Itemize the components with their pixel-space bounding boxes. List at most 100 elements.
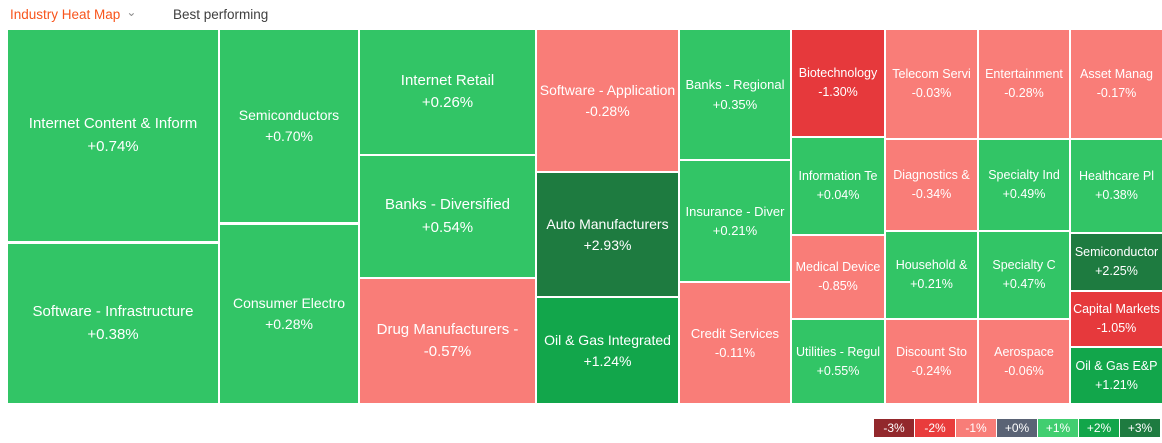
tile-change: +0.70%	[265, 128, 313, 144]
treemap-tile-drug-manufacturers[interactable]: Drug Manufacturers - -0.57%	[360, 279, 535, 403]
treemap-tile-healthcare-pl[interactable]: Healthcare Pl +0.38%	[1071, 140, 1162, 232]
tile-label: Credit Services	[690, 325, 780, 341]
treemap-tile-capital-markets[interactable]: Capital Markets -1.05%	[1071, 292, 1162, 346]
treemap-tile-auto-manufacturers[interactable]: Auto Manufacturers +2.93%	[537, 173, 678, 296]
legend-swatch-3: -3%	[874, 419, 914, 437]
tile-change: +0.38%	[1095, 188, 1138, 202]
tile-change: -0.57%	[423, 343, 472, 360]
tile-label: Utilities - Regul	[795, 344, 881, 359]
tile-label: Entertainment	[985, 67, 1063, 82]
page-title: Industry Heat Map	[10, 6, 121, 22]
tile-change: +0.55%	[816, 363, 860, 378]
treemap-tile-credit-services[interactable]: Credit Services -0.11%	[680, 283, 790, 403]
tile-label: Capital Markets	[1073, 302, 1160, 317]
best-performing-filter[interactable]: Best performing	[173, 7, 269, 22]
treemap-tile-semiconductors[interactable]: Semiconductors +0.70%	[220, 30, 358, 222]
tile-label: Healthcare Pl	[1078, 169, 1155, 184]
tile-change: +0.38%	[87, 325, 139, 343]
industry-heat-map-selector[interactable]: Industry Heat Map ⌄	[10, 5, 137, 22]
tile-label: Asset Manag	[1080, 67, 1153, 82]
tile-change: -0.28%	[585, 102, 630, 119]
legend-swatch-0: +0%	[997, 419, 1037, 437]
tile-change: +1.21%	[1095, 377, 1138, 392]
treemap-tile-software-infrastructure[interactable]: Software - Infrastructure +0.38%	[8, 244, 218, 403]
treemap-tile-insurance-diver[interactable]: Insurance - Diver +0.21%	[680, 161, 790, 281]
tile-change: +0.26%	[421, 94, 474, 111]
tile-change: +2.93%	[583, 236, 632, 253]
tile-change: +0.49%	[1002, 187, 1046, 201]
tile-label: Internet Retail	[400, 71, 495, 89]
tile-change: -0.06%	[1004, 363, 1044, 378]
tile-change: -1.30%	[818, 85, 858, 99]
tile-change: -0.34%	[911, 187, 952, 201]
tile-change: -0.03%	[911, 86, 952, 100]
treemap-tile-banks-diversified[interactable]: Banks - Diversified +0.54%	[360, 156, 535, 277]
tile-change: -0.17%	[1096, 86, 1137, 100]
tile-change: +0.28%	[265, 316, 313, 332]
tile-label: Banks - Regional	[685, 77, 785, 92]
tile-label: Oil & Gas E&P	[1075, 358, 1158, 373]
treemap-tile-specialty-ind[interactable]: Specialty Ind +0.49%	[979, 140, 1069, 230]
treemap-tile-biotechnology[interactable]: Biotechnology -1.30%	[792, 30, 884, 136]
tile-label: Diagnostics &	[893, 168, 970, 183]
tile-change: +0.21%	[712, 223, 758, 238]
treemap-tile-specialty-c[interactable]: Specialty C +0.47%	[979, 232, 1069, 318]
tile-change: +0.21%	[910, 277, 953, 291]
heatmap-header: Industry Heat Map ⌄ Best performing	[0, 0, 1162, 28]
tile-label: Consumer Electro	[232, 295, 346, 311]
tile-label: Medical Device	[795, 260, 881, 275]
treemap-tile-discount-sto[interactable]: Discount Sto -0.24%	[886, 320, 977, 403]
tile-change: +1.24%	[583, 352, 632, 369]
treemap-tile-consumer-electro[interactable]: Consumer Electro +0.28%	[220, 225, 358, 403]
tile-label: Specialty Ind	[988, 168, 1060, 183]
treemap-tile-internet-content-inform[interactable]: Internet Content & Inform +0.74%	[8, 30, 218, 241]
tile-label: Software - Application	[539, 81, 676, 98]
treemap-tile-telecom-servi[interactable]: Telecom Servi -0.03%	[886, 30, 977, 138]
tile-change: +0.35%	[712, 96, 758, 112]
tile-label: Software - Infrastructure	[32, 303, 194, 320]
color-scale-legend: -3% -2% -1% +0% +1% +2% +3%	[874, 419, 1160, 437]
treemap-tile-diagnostics[interactable]: Diagnostics & -0.34%	[886, 140, 977, 230]
tile-change: -0.24%	[911, 363, 952, 378]
tile-change: +2.25%	[1095, 264, 1138, 278]
tile-change: -1.05%	[1096, 321, 1137, 335]
chevron-down-icon: ⌄	[126, 5, 137, 19]
treemap-tile-banks-regional[interactable]: Banks - Regional +0.35%	[680, 30, 790, 159]
tile-label: Auto Manufacturers	[546, 215, 669, 232]
tile-label: Biotechnology	[798, 66, 878, 81]
treemap-tile-entertainment[interactable]: Entertainment -0.28%	[979, 30, 1069, 138]
legend-swatch-1: -1%	[956, 419, 996, 437]
tile-label: Household &	[895, 258, 968, 273]
tile-change: +0.47%	[1002, 277, 1046, 291]
tile-label: Internet Content & Inform	[28, 115, 198, 132]
tile-label: Semiconductor	[1074, 245, 1159, 260]
tile-label: Banks - Diversified	[384, 196, 511, 213]
tile-change: -0.11%	[714, 345, 756, 360]
tile-change: -0.28%	[1004, 86, 1044, 100]
treemap-tile-internet-retail[interactable]: Internet Retail +0.26%	[360, 30, 535, 154]
legend-swatch-2: +2%	[1079, 419, 1119, 437]
treemap-tile-semiconductor[interactable]: Semiconductor +2.25%	[1071, 234, 1162, 290]
treemap-tile-oil-gas-ep[interactable]: Oil & Gas E&P +1.21%	[1071, 348, 1162, 403]
tile-label: Aerospace	[994, 344, 1054, 359]
treemap-tile-asset-manag[interactable]: Asset Manag -0.17%	[1071, 30, 1162, 138]
tile-label: Semiconductors	[238, 107, 340, 123]
treemap-tile-utilities-regul[interactable]: Utilities - Regul +0.55%	[792, 320, 884, 403]
tile-change: +0.04%	[816, 188, 860, 202]
tile-label: Specialty C	[992, 258, 1056, 273]
legend-swatch-1: +1%	[1038, 419, 1078, 437]
treemap-tile-software-application[interactable]: Software - Application -0.28%	[537, 30, 678, 171]
treemap-tile-information-te[interactable]: Information Te +0.04%	[792, 138, 884, 234]
treemap-tile-aerospace[interactable]: Aerospace -0.06%	[979, 320, 1069, 403]
treemap-tile-oil-gas-integrated[interactable]: Oil & Gas Integrated +1.24%	[537, 298, 678, 403]
tile-label: Discount Sto	[896, 344, 967, 359]
tile-label: Insurance - Diver	[685, 203, 785, 219]
tile-change: -0.85%	[818, 279, 858, 293]
treemap-tile-household[interactable]: Household & +0.21%	[886, 232, 977, 318]
tile-label: Information Te	[798, 169, 878, 184]
tile-label: Drug Manufacturers -	[376, 320, 519, 338]
tile-change: +0.54%	[421, 218, 474, 236]
treemap-tile-medical-device[interactable]: Medical Device -0.85%	[792, 236, 884, 318]
legend-swatch-2: -2%	[915, 419, 955, 437]
